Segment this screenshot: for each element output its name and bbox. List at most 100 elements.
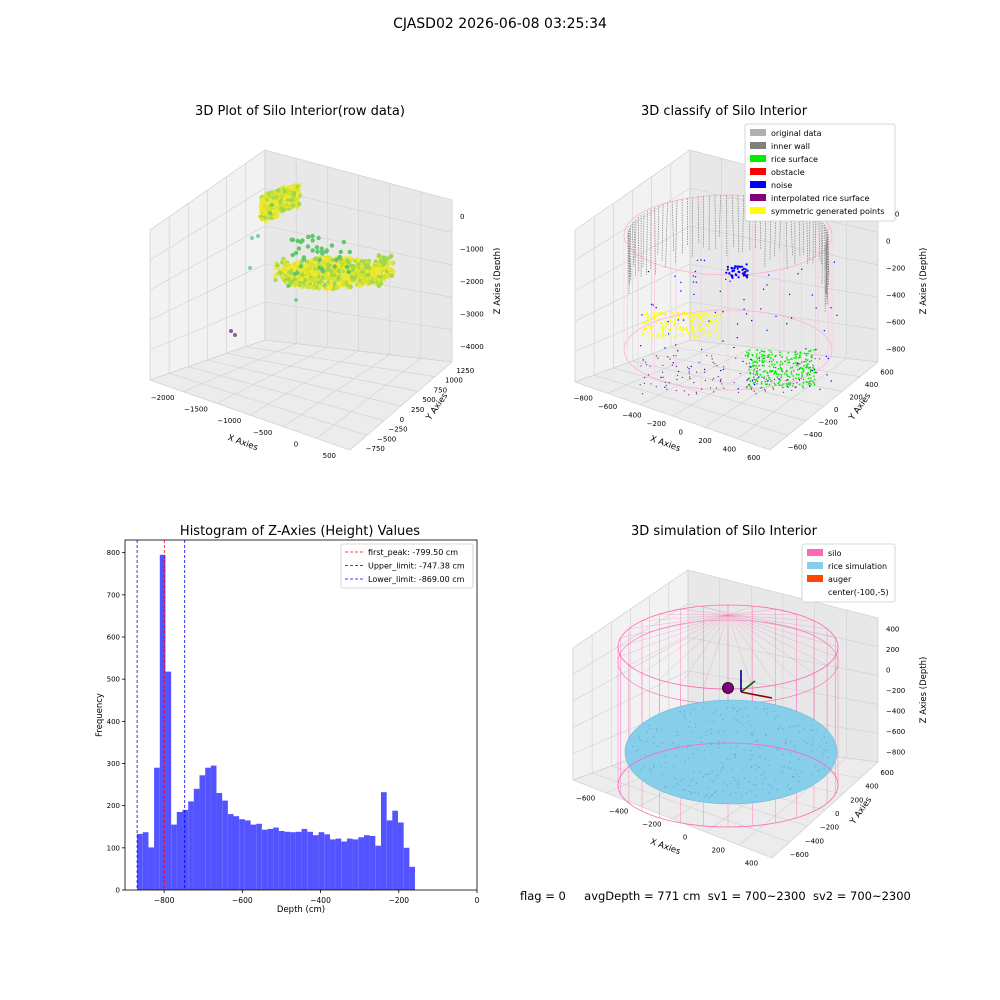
p2-symmetric-point <box>693 336 696 339</box>
p4-y-tick-label: 400 <box>865 783 878 791</box>
p2-symmetric-point <box>698 330 701 332</box>
p4-rice-point <box>742 769 744 771</box>
p4-rice-point <box>701 741 703 743</box>
p4-rice-point <box>804 740 806 742</box>
p4-rice-point <box>713 712 715 714</box>
p4-rice-point <box>790 767 792 769</box>
p4-rice-point <box>747 715 749 717</box>
p4-x-tick-label: 200 <box>712 847 725 855</box>
p2-rice-surface-point <box>761 361 764 363</box>
p2-symmetric-point <box>711 320 714 323</box>
p2-symmetric-point <box>651 337 654 339</box>
sv1-text: sv1 = 700~2300 <box>707 889 806 903</box>
p2-rice-surface-point <box>749 372 752 375</box>
p4-rice-point <box>711 770 713 772</box>
p2-interpolated-point <box>721 383 723 385</box>
p2-rice-surface-point <box>761 364 764 367</box>
p4-rice-point <box>645 741 648 743</box>
p2-inner-wall-point <box>764 197 767 268</box>
p2-rice-surface-point <box>753 364 756 367</box>
p2-inner-wall-point <box>654 207 656 276</box>
p2-symmetric-point <box>652 325 654 328</box>
p2-rice-surface-point <box>785 373 788 376</box>
p4-silo-roof-wire <box>703 614 729 688</box>
p2-noise-point <box>672 362 674 364</box>
p2-rice-surface-point <box>765 378 768 381</box>
p4-grid-line <box>687 569 879 619</box>
p4-rice-point <box>689 740 691 743</box>
p2-interpolated-point <box>755 393 757 395</box>
p2-symmetric-point <box>703 312 706 315</box>
p2-inner-wall-point <box>774 199 777 257</box>
p4-rice-point <box>744 707 746 709</box>
p2-noise-point <box>790 317 793 319</box>
p1-data-point <box>356 274 362 279</box>
hist-bar <box>381 792 387 890</box>
p4-rice-point <box>702 706 705 708</box>
hist-x-tick-label: −400 <box>310 896 331 905</box>
hist-frame <box>124 539 478 891</box>
p2-symmetric-point <box>704 330 707 333</box>
p4-grid-line <box>572 636 689 702</box>
p2-rice-surface-point <box>760 381 763 383</box>
p2-rice-surface-point <box>809 373 811 376</box>
p1-data-point <box>275 263 280 268</box>
p1-z-tick-label: 0 <box>460 213 464 221</box>
p4-silo-roof-wire <box>727 614 797 616</box>
p4-rice-point <box>706 786 708 788</box>
p2-grid-line <box>737 358 847 439</box>
p4-rice-point <box>756 795 758 797</box>
p4-rice-point <box>740 796 742 798</box>
p1-data-point <box>365 263 370 268</box>
p2-symmetric-point <box>714 332 717 334</box>
p4-rice-point <box>692 777 694 779</box>
p4-silo-roof-wire <box>727 605 753 616</box>
p2-noise-point <box>741 272 744 275</box>
p2-noise-point <box>674 275 676 277</box>
flag-text: flag = 0 <box>520 889 566 903</box>
p2-symmetric-point <box>673 321 676 324</box>
p2-y-tick-label: 600 <box>880 368 893 376</box>
p4-rice-point <box>720 770 722 772</box>
p4-rice-point <box>695 782 697 784</box>
p2-rice-surface-point <box>770 357 772 360</box>
p2-interpolated-point <box>745 363 748 365</box>
p4-x-tick-label: −600 <box>576 795 595 803</box>
p2-noise-point <box>827 357 829 360</box>
p2-noise-point <box>680 290 682 292</box>
p2-legend-swatch <box>750 194 766 201</box>
p2-interpolated-point <box>748 378 750 380</box>
p2-symmetric-point <box>687 334 690 337</box>
p1-grid-line <box>264 225 453 266</box>
p4-rice-point <box>656 745 658 747</box>
p1-y-tick-label: 750 <box>434 386 447 394</box>
p4-rice-point <box>769 783 771 786</box>
p2-grid-line <box>574 225 691 292</box>
p2-noise-point <box>744 274 748 277</box>
p2-rice-surface-point <box>789 367 792 369</box>
p2-rice-surface-point <box>766 372 769 375</box>
p4-rice-point <box>782 754 784 756</box>
p2-rice-surface-point <box>798 355 801 357</box>
p2-symmetric-point <box>681 329 684 332</box>
p2-noise-point <box>811 370 814 372</box>
p4-axis-arrow-y <box>740 680 756 693</box>
p2-rice-surface-point <box>752 370 755 372</box>
p2-rice-surface-point <box>792 382 795 385</box>
p2-noise-point <box>751 379 754 381</box>
p1-grid-line <box>149 263 266 321</box>
p4-rice-point <box>810 729 813 732</box>
p2-rice-surface-point <box>795 364 798 367</box>
p1-data-point <box>314 245 320 250</box>
p2-symmetric-point <box>673 319 676 321</box>
p2-symmetric-point <box>719 313 722 316</box>
p2-noise-point <box>741 268 744 272</box>
p2-symmetric-point <box>709 333 712 335</box>
p2-rice-surface-point <box>754 381 757 384</box>
p2-rice-surface-point <box>773 382 776 385</box>
p2-interpolated-point <box>695 391 697 393</box>
p2-noise-point <box>743 308 745 310</box>
hist-bar <box>341 841 347 890</box>
p2-interpolated-point <box>773 378 776 380</box>
